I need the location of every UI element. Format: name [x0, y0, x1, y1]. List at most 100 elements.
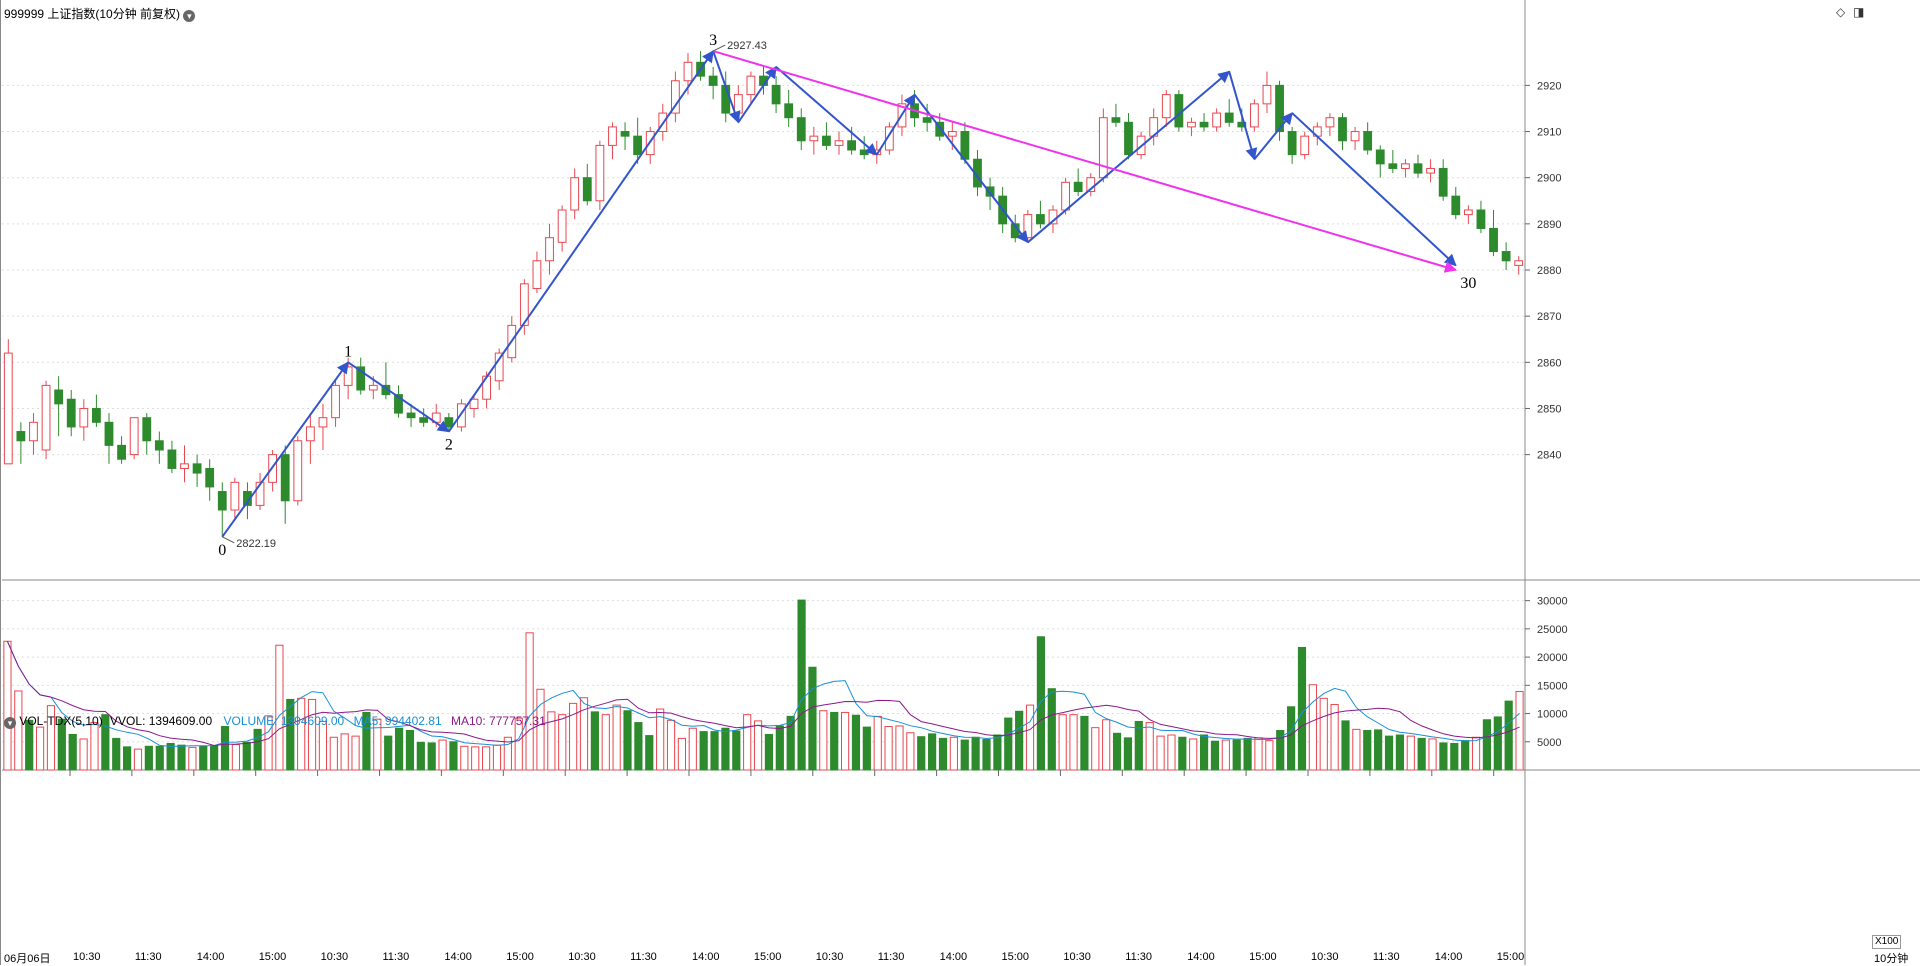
volume-bar-down — [776, 726, 783, 770]
volume-bar-down — [1016, 711, 1023, 770]
volume-bar-down — [428, 743, 435, 770]
candle-body-down — [1037, 215, 1045, 224]
volume-bar-down — [961, 740, 968, 770]
price-tick-label: 2840 — [1537, 450, 1561, 462]
volume-bar-down — [1124, 738, 1131, 770]
candle-body-down — [797, 118, 805, 141]
time-tick-label: 10:30 — [1063, 951, 1091, 963]
candle-body-up — [1263, 85, 1271, 103]
candle-body-down — [1200, 122, 1208, 127]
ma5-value: MA5: 994402.81 — [354, 714, 442, 728]
time-tick-label: 10:30 — [1311, 951, 1339, 963]
indicator-name[interactable]: VOL-TDX(5,10) — [19, 714, 102, 728]
volume-bar-up — [678, 738, 685, 770]
time-tick-label: 11:30 — [1373, 951, 1400, 963]
candle-body-up — [1515, 261, 1523, 266]
candle-body-down — [1502, 252, 1510, 261]
period-label[interactable]: 10分钟 — [1874, 950, 1908, 966]
candle-body-down — [1339, 118, 1347, 141]
volume-bar-down — [113, 738, 120, 770]
candle-body-up — [1162, 95, 1170, 118]
candle-body-up — [546, 238, 554, 261]
volume-bar-down — [1244, 738, 1251, 770]
chevron-down-icon[interactable]: ▾ — [183, 10, 195, 22]
volume-bar-up — [1157, 736, 1164, 770]
volume-bar-down — [994, 735, 1001, 770]
volume-bar-down — [787, 716, 794, 770]
volume-bar-up — [308, 699, 315, 770]
candle-body-up — [80, 408, 88, 426]
volume-bar-up — [341, 734, 348, 770]
volume-bar-down — [809, 667, 816, 770]
candle-body-up — [30, 422, 38, 440]
time-tick-label: 14:00 — [692, 951, 720, 963]
candle-body-down — [407, 413, 415, 418]
volume-bar-up — [15, 691, 22, 770]
candlestick-series — [4, 51, 1522, 537]
volume-bar-down — [1081, 716, 1088, 770]
volume-bar-up — [352, 736, 359, 770]
candle-body-up — [1250, 104, 1258, 127]
volume-bar-down — [1505, 701, 1512, 770]
volume-bar-down — [156, 746, 163, 770]
candle-body-up — [1427, 168, 1435, 173]
volume-bar-up — [559, 715, 566, 770]
volume-bar-down — [939, 738, 946, 770]
wave-segment — [738, 67, 776, 122]
candle-body-down — [823, 136, 831, 145]
time-tick-label: 15:00 — [506, 951, 534, 963]
volume-bar-up — [1222, 740, 1229, 770]
candle-body-down — [1364, 132, 1372, 150]
price-tick-label: 2870 — [1537, 311, 1561, 323]
candle-body-up — [734, 95, 742, 113]
time-tick-label: 14:00 — [1435, 951, 1463, 963]
wave-label: 3 — [709, 32, 717, 49]
diamond-icon[interactable]: ◇ — [1836, 5, 1845, 19]
candle-body-up — [835, 141, 843, 146]
wave-segment — [1254, 113, 1292, 159]
panel-toggle-icon[interactable]: ◨ — [1853, 5, 1864, 19]
wave-segment — [449, 51, 713, 431]
vvol-value: VVOL: 1394609.00 — [110, 714, 212, 728]
volume-bar-down — [395, 728, 402, 770]
volume-bar-down — [852, 715, 859, 770]
candle-body-up — [747, 76, 755, 94]
candle-body-down — [17, 432, 25, 441]
volume-bar-up — [483, 747, 490, 770]
volume-bar-up — [1429, 739, 1436, 770]
candle-body-up — [344, 367, 352, 385]
candle-body-up — [369, 385, 377, 390]
volume-bar-down — [1396, 735, 1403, 770]
volume-bar-up — [461, 746, 468, 770]
volume-bar-up — [80, 739, 87, 770]
volume-bar-down — [624, 711, 631, 770]
chevron-down-icon[interactable]: ▾ — [4, 717, 16, 729]
volume-bar-down — [69, 734, 76, 770]
candle-body-up — [1326, 118, 1334, 127]
wave-label: 1 — [344, 343, 352, 360]
volume-value: VOLUME: 1394609.00 — [223, 714, 344, 728]
volume-tick-label: 25000 — [1537, 624, 1568, 636]
candle-body-up — [533, 261, 541, 289]
symbol-title[interactable]: 999999 上证指数(10分钟 前复权) ▾ — [4, 5, 195, 22]
candle-body-up — [1464, 210, 1472, 215]
candle-body-up — [42, 385, 50, 450]
wave-lines — [222, 51, 1456, 537]
volume-bar-up — [472, 747, 479, 770]
candle-body-down — [55, 390, 63, 404]
volume-bar-up — [1353, 729, 1360, 770]
volume-bar-up — [1092, 728, 1099, 770]
volume-bar-up — [4, 641, 11, 770]
candle-body-up — [130, 418, 138, 455]
time-tick-label: 10:30 — [321, 951, 349, 963]
volume-bar-down — [1179, 737, 1186, 770]
volume-bar-up — [657, 709, 664, 770]
volume-bar-up — [1059, 715, 1066, 770]
candle-body-down — [445, 418, 453, 427]
volume-bar-down — [1375, 730, 1382, 770]
time-tick-label: 15:00 — [1497, 951, 1525, 963]
candle-body-down — [218, 492, 226, 510]
